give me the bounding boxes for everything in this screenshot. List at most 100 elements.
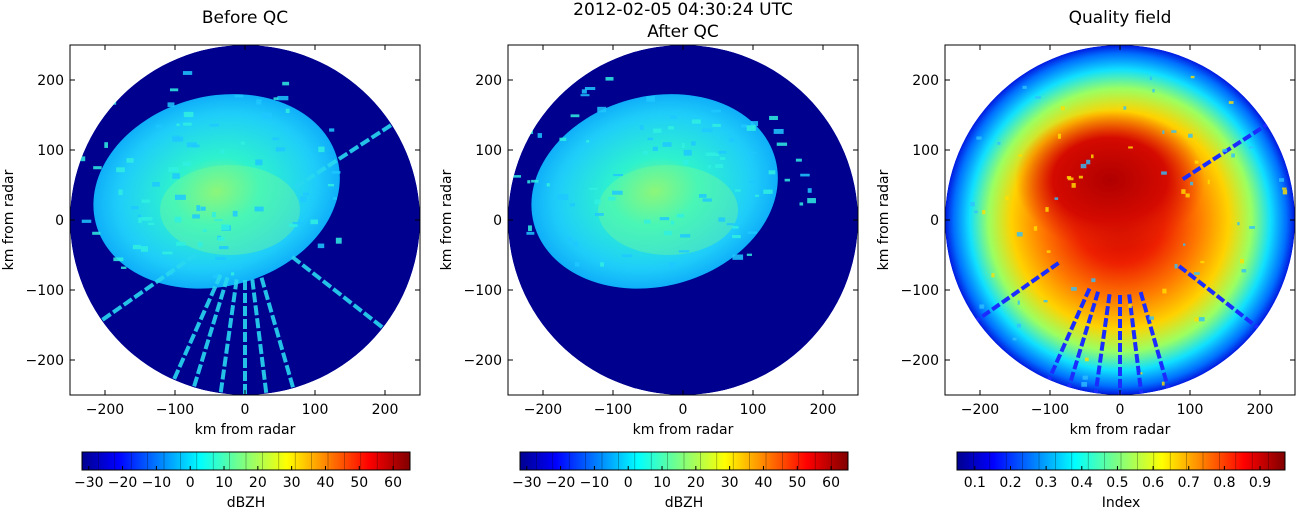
quality-speckle [1162,288,1167,294]
echo-cell [718,150,727,154]
panel-2: After QC−200 −100 0 100 2002001000−100−200km… [439,22,859,511]
colorbar-frame [956,451,1286,471]
quality-speckle [1046,250,1051,253]
echo-cell [58,177,65,182]
quality-speckle [1066,175,1072,179]
echo-cell [183,122,192,126]
quality-speckle [1022,85,1027,89]
echo-cell [512,175,522,178]
colorbar-tick-label: 20 [249,475,267,491]
quality-speckle [976,136,982,140]
echo-cell [575,262,580,267]
echo-cell [168,167,179,173]
quality-speckle [970,201,975,207]
quality-speckle [1080,163,1087,169]
echo-cell [300,196,307,203]
echo-cell [698,194,707,198]
echo-cell [186,142,197,148]
echo-cell [261,112,273,119]
echo-cell [285,108,290,114]
echo-cell [707,164,711,169]
clutter-spoke [191,276,230,388]
echo-cell [141,199,151,203]
clutter-spoke [218,279,239,394]
echo-cell [126,158,134,163]
echo-cell [80,123,90,129]
quality-speckle [1231,153,1235,158]
echo-cell [749,151,757,155]
x-tick-label: −200 [524,402,562,418]
quality-speckle [974,210,978,214]
echo-cell [718,217,726,222]
echo-mass [93,94,340,289]
quality-speckle [1282,189,1288,195]
echo-cell [750,121,759,127]
echo-cell [288,223,298,227]
quality-speckle [1018,154,1023,157]
echo-cell [214,219,223,222]
echo-cell [526,231,535,235]
quality-speckle [1060,106,1065,111]
quality-speckle [1090,154,1094,159]
echo-cell [275,147,286,152]
echo-cell [732,225,739,229]
echo-cell [663,230,673,236]
quality-speckle [1237,222,1240,226]
echo-cell [292,222,303,225]
echo-cell [217,236,225,241]
quality-speckle [1140,372,1143,375]
echo-cell [662,142,672,147]
y-tick-label: 0 [55,213,64,229]
echo-cell [712,123,721,127]
quality-speckle [1084,357,1089,362]
radar-image [945,45,1295,395]
quality-speckle [979,304,985,309]
quality-speckle [1185,193,1190,198]
echo-core [160,165,300,255]
echo-cell [182,161,191,167]
echo-cell [277,95,289,101]
quality-spoke [1127,294,1144,394]
echo-cell [668,262,676,268]
quality-speckle [1128,304,1132,309]
quality-spoke [1177,264,1260,330]
echo-cell [192,144,200,148]
colorbar-tick-label: 50 [788,475,806,491]
quality-speckle [1193,272,1200,275]
echo-cell [317,243,325,249]
quality-speckle [1043,299,1048,303]
echo-cell [140,246,148,252]
colorbar-tick-label: 0 [186,475,195,491]
echo-cell [726,223,735,226]
echo-cell [118,189,123,196]
quality-speckle [1078,175,1083,179]
echo-cell [705,152,717,156]
panel-3: Quality field −200 −100 0 100 200 200 100 0 −100 −… [876,8,1296,511]
colorbar: 0.1 0.2 0.3 0.4 0.5 0.6 0.7 0.8 0.9 Index [956,451,1286,511]
quality-speckle [1248,146,1254,149]
echo-cell [769,115,778,121]
quality-speckle [1081,382,1088,387]
echo-cell [215,256,227,260]
echo-cell [670,115,677,119]
echo-cell [220,149,225,154]
echo-cell [173,136,184,142]
y-tick-label: −200 [26,353,64,369]
quality-speckle [1082,375,1088,380]
y-tick-label: 200 [37,73,64,89]
quality-speckle [1033,226,1038,231]
quality-speckle [1194,317,1199,322]
echo-cell [209,123,220,127]
echo-cell [683,160,689,165]
echo-cell [138,217,142,223]
echo-cell [332,171,341,174]
x-tick-label: −100 [594,402,632,418]
quality-speckle [1198,317,1205,322]
echo-cell [746,125,756,131]
quality-speckle [1128,146,1133,149]
echo-cell [172,173,180,179]
x-tick-label: −200 [961,402,999,418]
echo-cell [594,213,604,216]
echo-cell [61,199,69,203]
echo-cell [169,88,179,92]
